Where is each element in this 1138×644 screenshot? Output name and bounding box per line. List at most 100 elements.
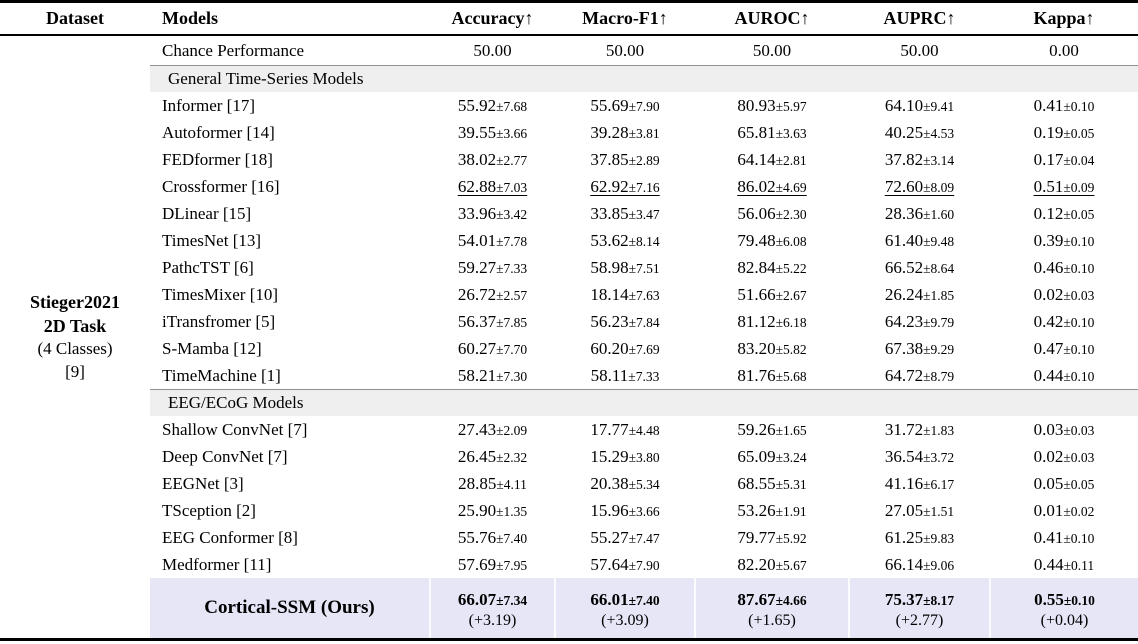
mean: 17.77 — [590, 419, 629, 439]
mean: 20.38 — [590, 473, 629, 493]
std: ±2.30 — [775, 206, 807, 222]
auprc-value: 27.05±1.51 — [849, 497, 990, 524]
auprc-value: 31.72±1.83 — [849, 416, 990, 443]
auprc-value: 61.40±9.48 — [849, 227, 990, 254]
mean: 26.72 — [457, 284, 497, 304]
auprc-value: 37.82±3.14 — [849, 146, 990, 173]
accuracy-value: 66.07±7.34 (+3.19) — [429, 578, 555, 640]
auroc-value: 68.55±5.31 — [695, 470, 849, 497]
mean: 80.93 — [737, 95, 776, 115]
std: ±2.81 — [775, 152, 807, 168]
mean: 59.26 — [737, 419, 776, 439]
std: ±4.53 — [923, 125, 955, 141]
table-row-medformer: Medformer [11] 57.69±7.95 57.64±7.90 82.… — [0, 551, 1138, 578]
auprc-value: 75.37±8.17 (+2.77) — [848, 578, 990, 640]
std: ±4.69 — [775, 179, 807, 195]
model-name: TimesMixer [10] — [162, 284, 279, 304]
header-kappa: Kappa↑ — [990, 1, 1138, 36]
std: ±4.11 — [496, 476, 527, 492]
mean: 61.40 — [884, 230, 924, 250]
std: ±2.57 — [496, 287, 528, 303]
std: ±1.60 — [923, 206, 955, 222]
auprc-value: 40.25±4.53 — [849, 119, 990, 146]
std: ±0.10 — [1063, 530, 1095, 546]
auroc-value: 81.12±6.18 — [695, 308, 849, 335]
std: ±7.90 — [628, 557, 660, 573]
std: ±7.40 — [496, 530, 528, 546]
mean: 0.44 — [1033, 365, 1064, 385]
mean: 28.36 — [884, 203, 924, 223]
kappa-value: 0.44±0.10 — [990, 362, 1138, 390]
auroc-value: 65.81±3.63 — [695, 119, 849, 146]
mean: 53.26 — [737, 500, 776, 520]
auprc-value: 36.54±3.72 — [849, 443, 990, 470]
mean: 81.76 — [737, 365, 776, 385]
mean: 33.85 — [590, 203, 629, 223]
header-auroc: AUROC↑ — [695, 1, 849, 36]
kappa-value: 0.00 — [1049, 40, 1079, 60]
mean: 66.14 — [884, 554, 924, 574]
std: ±3.42 — [496, 206, 528, 222]
std: ±3.66 — [628, 503, 660, 519]
macro-f1-value: 57.64±7.90 — [555, 551, 695, 578]
accuracy-value: 28.85±4.11 — [430, 470, 555, 497]
std: ±3.80 — [628, 449, 660, 465]
std: ±0.10 — [1063, 98, 1095, 114]
mean: 81.12 — [737, 311, 776, 331]
dataset-classes: (4 Classes) — [37, 339, 113, 359]
table-row-eegnet: EEGNet [3] 28.85±4.11 20.38±5.34 68.55±5… — [0, 470, 1138, 497]
dataset-cell: Stieger2021 2D Task (4 Classes) [9] — [0, 35, 150, 640]
std: ±7.70 — [496, 341, 528, 357]
std: ±6.17 — [923, 476, 955, 492]
table-row-crossformer: Crossformer [16] 62.88±7.03 62.92±7.16 8… — [0, 173, 1138, 200]
mean: 0.47 — [1033, 338, 1064, 358]
std: ±7.30 — [496, 368, 528, 384]
mean: 79.77 — [737, 527, 776, 547]
accuracy-value: 26.72±2.57 — [430, 281, 555, 308]
macro-f1-value: 50.00 — [605, 40, 645, 60]
mean: 72.60 — [884, 176, 924, 196]
auroc-value: 82.20±5.67 — [695, 551, 849, 578]
std: ±0.02 — [1063, 503, 1095, 519]
mean: 66.01 — [590, 590, 629, 610]
std: ±7.47 — [628, 530, 660, 546]
kappa-value: 0.46±0.10 — [990, 254, 1138, 281]
auprc-value: 61.25±9.83 — [849, 524, 990, 551]
mean: 0.46 — [1033, 257, 1064, 277]
std: ±0.11 — [1063, 557, 1095, 573]
mean: 56.23 — [590, 311, 629, 331]
auroc-value: 87.67±4.66 (+1.65) — [694, 578, 849, 640]
std: ±0.05 — [1063, 476, 1095, 492]
macro-f1-value: 37.85±2.89 — [555, 146, 695, 173]
std: ±1.85 — [923, 287, 955, 303]
mean: 64.72 — [884, 365, 924, 385]
accuracy-value: 39.55±3.66 — [430, 119, 555, 146]
std: ±7.16 — [628, 179, 660, 195]
auroc-value: 81.76±5.68 — [695, 362, 849, 390]
std: ±0.03 — [1063, 422, 1095, 438]
auroc-value: 56.06±2.30 — [695, 200, 849, 227]
kappa-value: 0.19±0.05 — [990, 119, 1138, 146]
mean: 0.55 — [1034, 590, 1064, 610]
accuracy-value: 38.02±2.77 — [430, 146, 555, 173]
auprc-value: 26.24±1.85 — [849, 281, 990, 308]
kappa-value: 0.02±0.03 — [990, 443, 1138, 470]
auprc-value: 41.16±6.17 — [849, 470, 990, 497]
mean: 82.20 — [737, 554, 776, 574]
std: ±0.03 — [1063, 287, 1095, 303]
chance-performance-row: Stieger2021 2D Task (4 Classes) [9] Chan… — [0, 35, 1138, 382]
mean: 82.84 — [737, 257, 776, 277]
std: ±0.05 — [1063, 125, 1095, 141]
model-name: Informer [17] — [162, 95, 255, 115]
auroc-value: 65.09±3.24 — [695, 443, 849, 470]
table-row-shallow-convnet: Shallow ConvNet [7] 27.43±2.09 17.77±4.4… — [0, 416, 1138, 443]
section-label: EEG/ECoG Models — [150, 389, 1138, 416]
header-models: Models — [150, 1, 430, 36]
macro-f1-value: 55.69±7.90 — [555, 92, 695, 119]
std: ±2.77 — [496, 152, 528, 168]
mean: 59.27 — [457, 257, 497, 277]
kappa-value: 0.17±0.04 — [990, 146, 1138, 173]
std: ±7.90 — [628, 98, 660, 114]
mean: 51.66 — [737, 284, 776, 304]
